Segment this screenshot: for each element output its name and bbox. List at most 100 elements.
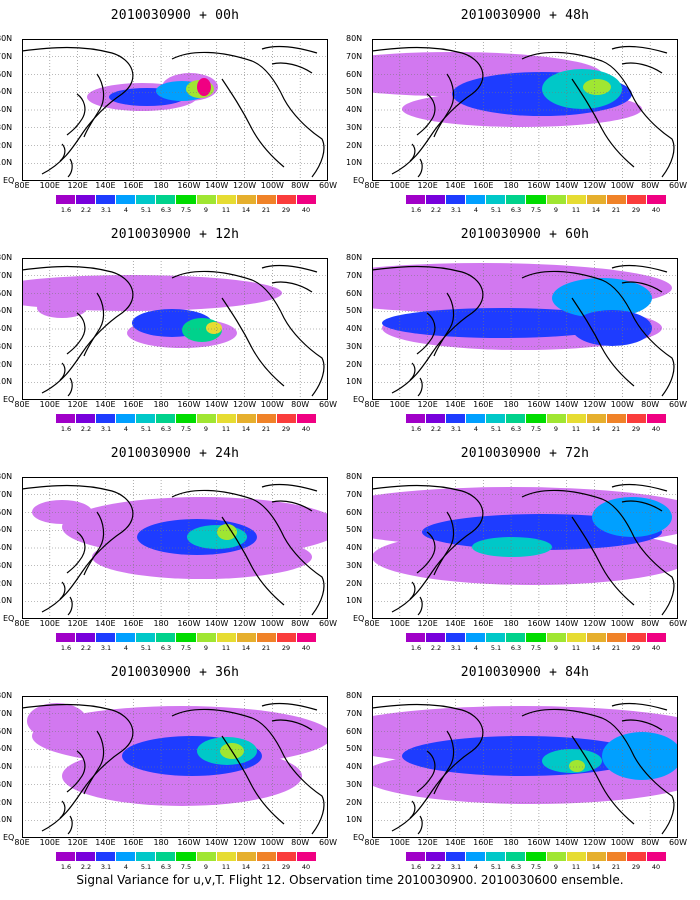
islands-coastline	[409, 581, 423, 616]
lat-tick-label: 80N	[346, 34, 363, 43]
asia-coastline	[22, 703, 134, 832]
variance-contour-fill	[217, 524, 237, 540]
colorbar-tick-label: 21	[611, 644, 621, 652]
colorbar-swatch	[136, 414, 157, 423]
colorbar-swatch	[196, 633, 217, 642]
lat-tick-label: EQ	[353, 833, 365, 842]
colorbar-tick-label: 3.1	[450, 644, 462, 652]
lat-tick-label: 40N	[0, 324, 13, 333]
colorbar-tick-label: 1.6	[410, 644, 422, 652]
lat-tick-label: 50N	[0, 306, 13, 316]
colorbar-tick-label: 2.2	[430, 863, 442, 871]
islands-coastline	[59, 362, 73, 397]
colorbar-swatch	[196, 414, 217, 423]
lat-tick-label: 50N	[346, 87, 363, 97]
colorbar-tick-label: 6.3	[510, 206, 522, 214]
lat-tick-label: 10N	[0, 596, 13, 606]
colorbar-tick-label: 2.2	[80, 863, 92, 871]
colorbar-tick-label: 40	[651, 644, 661, 652]
japan-coastline	[433, 511, 455, 576]
arctic-coastline	[261, 702, 318, 731]
colorbar-swatch	[526, 633, 547, 642]
colorbar-tick-label: 4	[473, 863, 479, 871]
variance-contour-fill	[592, 497, 672, 537]
lon-tick-label: 160W	[527, 181, 551, 190]
colorbar-tick-label: 1.6	[410, 206, 422, 214]
colorbar-swatch	[76, 414, 97, 423]
lon-tick-label: 120E	[67, 838, 88, 847]
lat-tick-label: 80N	[346, 472, 363, 481]
colorbar	[406, 852, 667, 861]
variance-field	[22, 275, 282, 348]
lon-tick-label: 80W	[641, 400, 660, 409]
colorbar-swatch	[96, 195, 117, 204]
colorbar-swatch	[276, 852, 297, 861]
colorbar-tick-label: 7.5	[530, 425, 542, 433]
colorbar-tick-label: 1.6	[60, 206, 72, 214]
colorbar-labels: 1.6 2.2 3.1 4 5.1 6.3 7.5 9 11 14 21 29 40	[56, 644, 316, 652]
colorbar-tick-label: 21	[611, 863, 621, 871]
colorbar	[56, 195, 317, 204]
lat-tick-label: 60N	[0, 507, 13, 517]
map-grid	[22, 696, 328, 838]
colorbar-swatch	[116, 633, 137, 642]
colorbar-swatch	[76, 195, 97, 204]
lon-tick-label: 140E	[445, 619, 466, 628]
colorbar-tick-label: 11	[571, 425, 581, 433]
lon-tick-label: 180	[153, 619, 169, 628]
colorbar-tick-label: 29	[631, 206, 641, 214]
variance-field	[372, 487, 678, 585]
variance-map	[372, 696, 678, 838]
colorbar-swatch	[406, 633, 427, 642]
korea-coastline	[66, 531, 86, 574]
colorbar-labels: 1.6 2.2 3.1 4 5.1 6.3 7.5 9 11 14 21 29 40	[56, 425, 316, 433]
colorbar-swatch	[566, 414, 587, 423]
lon-tick-label: 160E	[123, 400, 144, 409]
lon-tick-label: 160E	[473, 181, 494, 190]
variance-field	[32, 497, 328, 579]
west-coast	[221, 297, 285, 387]
lat-tick-label: 30N	[346, 341, 363, 351]
lon-tick-label: 120E	[67, 619, 88, 628]
lon-tick-label: 60W	[318, 400, 338, 409]
lat-tick-label: 10N	[0, 377, 13, 387]
lon-tick-label: 140E	[95, 181, 116, 190]
lon-tick-label: 80E	[14, 400, 30, 409]
colorbar-tick-label: 9	[203, 644, 209, 652]
variance-contour-fill	[542, 749, 602, 773]
lon-axis: 80E 100E 120E 140E 160E 180 160W 140W 120W 100W 80…	[0, 838, 350, 848]
americas-coastline	[521, 270, 675, 397]
colorbar-tick-label: 40	[651, 863, 661, 871]
lat-tick-label: EQ	[3, 614, 15, 623]
map-grid	[372, 39, 678, 181]
colorbar-swatch	[236, 852, 257, 861]
variance-contour-fill	[572, 310, 652, 346]
colorbar-tick-label: 2.2	[80, 206, 92, 214]
colorbar-tick-label: 21	[261, 206, 271, 214]
colorbar-tick-label: 1.6	[60, 863, 72, 871]
colorbar-swatch	[276, 633, 297, 642]
panel-title: 2010030900 + 24h	[110, 446, 240, 461]
variance-contour-fill	[382, 308, 622, 338]
colorbar-swatch	[626, 852, 647, 861]
colorbar-tick-label: 1.6	[60, 425, 72, 433]
lat-tick-label: 40N	[0, 543, 13, 552]
lat-tick-label: 40N	[346, 543, 363, 552]
lon-tick-label: 180	[153, 400, 169, 409]
lat-tick-label: 30N	[0, 122, 13, 132]
colorbar-tick-label: 6.3	[160, 644, 172, 652]
lon-tick-label: 120E	[67, 400, 88, 409]
colorbar-tick-label: 1.6	[410, 863, 422, 871]
arctic-coastline	[261, 45, 318, 74]
colorbar-tick-label: 9	[203, 425, 209, 433]
variance-map	[22, 477, 328, 619]
colorbar-tick-label: 2.2	[80, 425, 92, 433]
colorbar-tick-label: 21	[261, 644, 271, 652]
arctic-coastline	[261, 264, 318, 293]
colorbar-tick-label: 40	[301, 206, 311, 214]
colorbar-swatch	[466, 195, 487, 204]
colorbar	[406, 414, 667, 423]
lat-tick-label: 80N	[346, 253, 363, 262]
lon-tick-label: 60W	[318, 619, 338, 628]
colorbar-swatch	[296, 414, 317, 423]
